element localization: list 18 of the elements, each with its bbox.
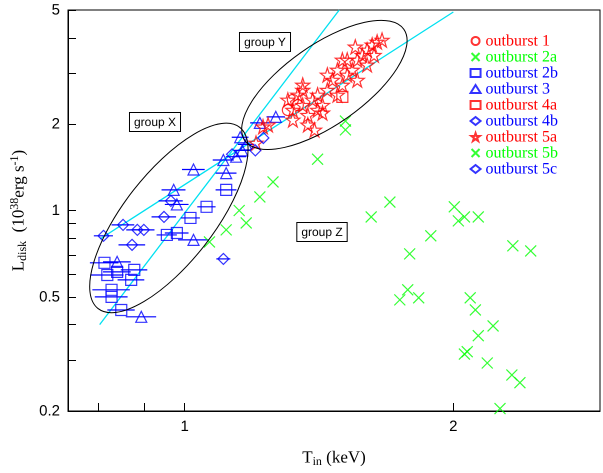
annotation: group X: [134, 115, 176, 129]
y-tick-label: 1: [52, 202, 60, 219]
annotation: group Z: [301, 225, 343, 239]
legend-label: outburst 3: [486, 80, 550, 98]
legend-label: outburst 5c: [486, 160, 558, 178]
annotation: group Y: [244, 35, 286, 49]
legend-label: outburst 5a: [486, 128, 558, 146]
legend-label: outburst 5b: [486, 144, 558, 162]
legend-label: outburst 1: [486, 32, 550, 50]
y-axis-title: Ldisk (1038erg s-1): [7, 150, 29, 272]
y-tick-label: 5: [52, 2, 60, 18]
legend-label: outburst 2b: [486, 64, 558, 82]
y-tick-label: 0.5: [39, 288, 60, 306]
legend-label: outburst 2a: [486, 48, 558, 66]
y-tick-label: 2: [52, 116, 60, 133]
legend-label: outburst 4b: [486, 112, 558, 130]
y-tick-label: 0.2: [39, 402, 60, 420]
legend-label: outburst 4a: [486, 96, 558, 114]
